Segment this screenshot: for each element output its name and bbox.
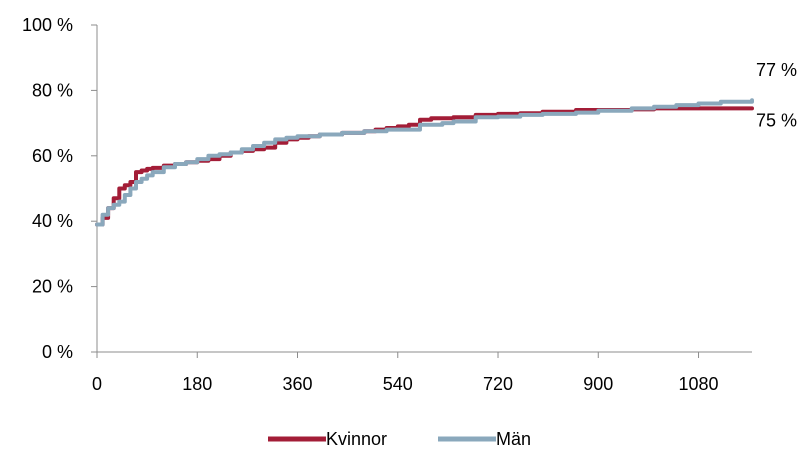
x-tick-label: 540 xyxy=(383,374,413,394)
x-tick-label: 720 xyxy=(483,374,513,394)
x-tick-label: 0 xyxy=(92,374,102,394)
x-tick-label: 1080 xyxy=(679,374,719,394)
x-tick-label: 360 xyxy=(282,374,312,394)
series-layer xyxy=(95,98,754,227)
end-label-man: 77 % xyxy=(756,60,797,80)
y-tick-label: 0 % xyxy=(42,342,73,362)
y-tick-label: 40 % xyxy=(32,211,73,231)
y-tick-label: 20 % xyxy=(32,277,73,297)
legend-label: Kvinnor xyxy=(326,429,387,449)
end-labels: 75 % 77 % xyxy=(756,60,797,130)
legend-label: Män xyxy=(496,429,531,449)
y-tick-label: 80 % xyxy=(32,80,73,100)
axes xyxy=(96,25,752,353)
end-label-kvinnor: 75 % xyxy=(756,110,797,130)
x-tick-label: 180 xyxy=(182,374,212,394)
y-ticks: 0 % 20 % 40 % 60 % 80 % 100 % xyxy=(22,15,97,362)
x-ticks: 0 180 360 540 720 900 1080 xyxy=(92,352,719,394)
y-tick-label: 100 % xyxy=(22,15,73,35)
series-line-kvinnor xyxy=(95,106,754,227)
legend: Kvinnor Män xyxy=(268,429,531,449)
x-tick-label: 900 xyxy=(583,374,613,394)
series-line-man xyxy=(95,98,754,227)
y-tick-label: 60 % xyxy=(32,146,73,166)
